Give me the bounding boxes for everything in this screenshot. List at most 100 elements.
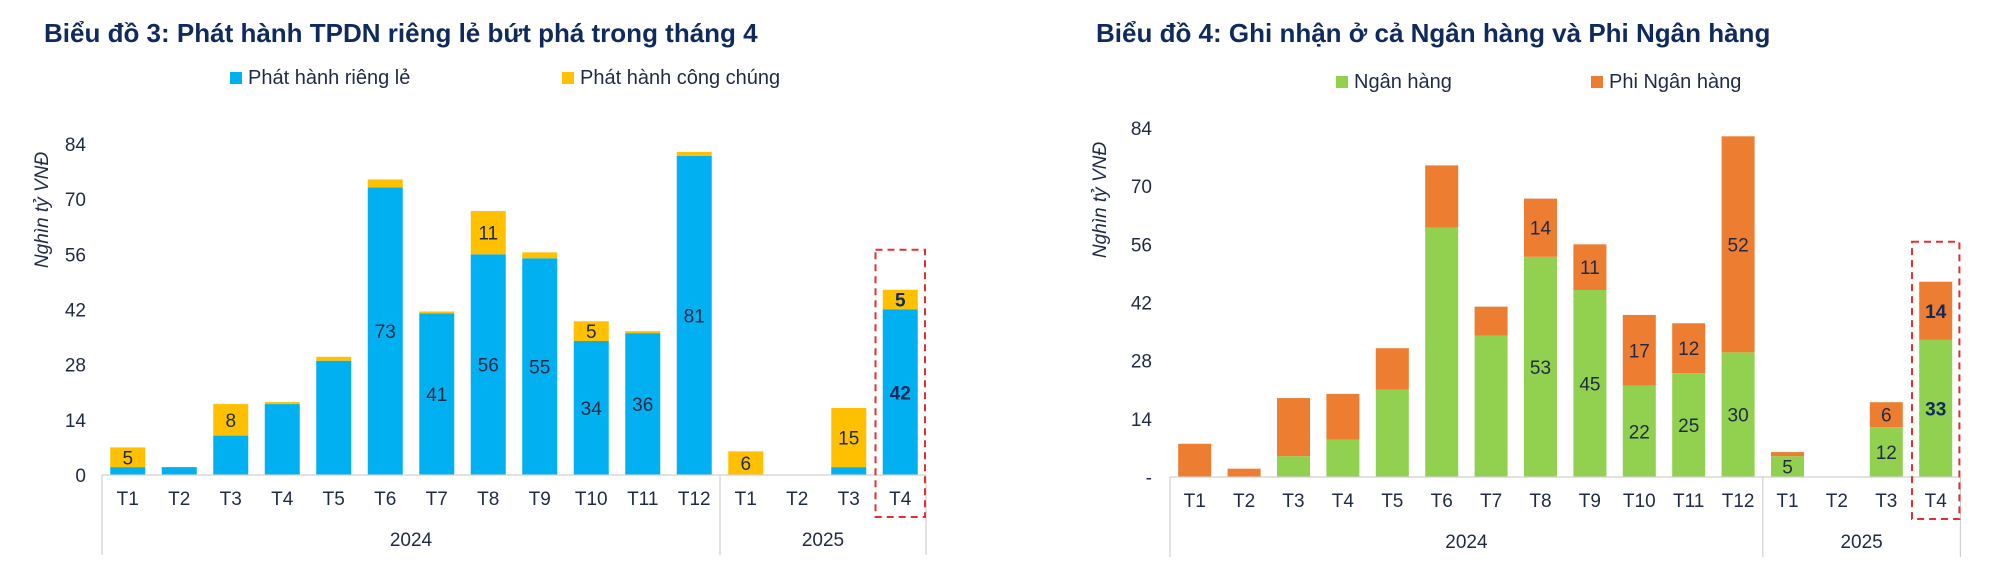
data-label: 81 (684, 306, 705, 327)
y-tick-label: 56 (65, 245, 86, 266)
legend-entry: Phát hành công chúng (580, 67, 780, 89)
legend-entry: Phát hành riêng lẻ (248, 67, 410, 89)
x-tick-label: T4 (1332, 491, 1355, 512)
bar-segment (1869, 402, 1903, 428)
bar-segment (213, 435, 249, 475)
data-label: 14 (1530, 219, 1552, 240)
x-tick-label: T5 (1381, 491, 1403, 512)
highlight-box (874, 248, 926, 519)
x-tick-label: T12 (678, 489, 711, 510)
y-tick-label: 14 (1131, 410, 1153, 431)
data-label: 25 (1678, 416, 1699, 437)
chart-bank-nonbank: Ngân hàng Phi Ngân hàng Nghìn tỷ VNĐ - 14 28 4… (1090, 71, 1962, 557)
bar-segment (625, 333, 661, 475)
bar-segment (1524, 198, 1557, 257)
bar-segment (1721, 352, 1755, 477)
bar-segment (882, 309, 918, 475)
data-label: 12 (1876, 443, 1897, 464)
bar-segment (1721, 136, 1755, 353)
legend-entry: Phi Ngân hàng (1609, 71, 1741, 93)
bar-segment (470, 210, 506, 255)
x-tick-label: T1 (735, 489, 757, 510)
y-axis-label: Nghìn tỷ VNĐ (32, 152, 53, 268)
data-label: 5 (1782, 458, 1793, 479)
legend-swatch (230, 72, 242, 84)
x-tick-label: T3 (220, 489, 242, 510)
bar-segment (110, 447, 146, 468)
bar-segment (316, 356, 352, 361)
bar-segment (1375, 389, 1409, 477)
x-tick-label: T10 (1623, 491, 1656, 512)
y-tick-label: 84 (65, 135, 87, 156)
x-tick-label: T5 (323, 489, 345, 510)
data-label: 41 (426, 385, 447, 406)
bar-segment (1771, 456, 1804, 477)
data-label: 45 (1579, 375, 1600, 396)
data-label: 6 (740, 454, 751, 475)
x-tick-label: T12 (1722, 491, 1755, 512)
bar-segment (625, 331, 661, 334)
data-label: 73 (375, 322, 396, 343)
bar-segment (676, 151, 712, 156)
data-label: 17 (1629, 341, 1650, 362)
x-tick-label: T3 (1282, 491, 1304, 512)
bar-segment (573, 321, 609, 342)
x-tick-label: T2 (786, 489, 808, 510)
y-axis-label: Nghìn tỷ VNĐ (1090, 142, 1111, 258)
data-label: 56 (478, 356, 499, 377)
y-tick-label: 56 (1131, 235, 1152, 256)
y-tick-label: 28 (1131, 352, 1152, 373)
x-tick-label: T1 (1776, 491, 1798, 512)
bar-segment (1869, 427, 1903, 477)
bar-segment (1573, 290, 1607, 477)
data-label: 12 (1678, 339, 1699, 360)
bar-segment (1227, 468, 1261, 477)
x-tick-label: T2 (1233, 491, 1255, 512)
y-tick-label: 70 (1131, 177, 1152, 198)
bar-segment (728, 451, 764, 475)
bar-segment (1474, 306, 1508, 336)
bar-segment (522, 258, 558, 475)
legend-swatch (1336, 76, 1348, 88)
bar-segment (1425, 227, 1459, 477)
bar-segment (1277, 456, 1310, 477)
bar-segment (213, 404, 249, 436)
legend-entry: Ngân hàng (1354, 71, 1452, 93)
bar-segment (1425, 165, 1459, 228)
bar-segment (831, 467, 867, 475)
data-label: 33 (1925, 399, 1946, 420)
data-label: 5 (586, 322, 597, 343)
x-tick-label: T3 (838, 489, 860, 510)
x-tick-label: T2 (168, 489, 190, 510)
bar-segment (367, 187, 403, 475)
y-tick-label: 14 (65, 411, 87, 432)
x-tick-label: T2 (1826, 491, 1848, 512)
bar-segment (1919, 281, 1953, 340)
bar-segment (1573, 244, 1607, 291)
bar-segment (110, 467, 146, 475)
bar-segment (264, 402, 300, 405)
bar-segment (1277, 398, 1310, 457)
x-tick-label: T3 (1875, 491, 1897, 512)
bar-segment (1672, 323, 1706, 374)
data-label: 5 (895, 291, 906, 312)
y-tick-label: 70 (65, 190, 86, 211)
bar-segment (1524, 256, 1557, 477)
data-label: 55 (529, 358, 550, 379)
x-tick-label: T8 (1529, 491, 1551, 512)
bar-segment (1672, 373, 1706, 477)
bar-segment (470, 254, 506, 475)
x-tick-label: T4 (1925, 491, 1948, 512)
x-tick-label: T10 (575, 489, 608, 510)
legend-swatch (1591, 76, 1603, 88)
data-label: 30 (1728, 406, 1749, 427)
y-tick-label: 84 (1131, 119, 1153, 140)
x-tick-label: T11 (627, 489, 658, 510)
bar-segment (419, 313, 455, 475)
y-tick-label: 42 (65, 301, 86, 322)
chart-panel-bank-nonbank: Biểu đồ 4: Ghi nhận ở cả Ngân hàng và Ph… (1060, 0, 2000, 562)
bar-segment (1326, 393, 1360, 440)
bar-segment (1771, 452, 1804, 457)
bar-segment (1919, 339, 1953, 477)
data-label: 36 (632, 395, 653, 416)
